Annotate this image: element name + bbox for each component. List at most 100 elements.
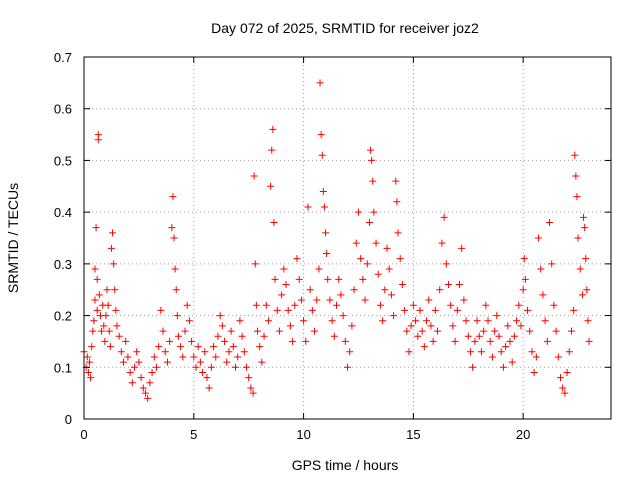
data-point	[87, 374, 95, 382]
data-point	[256, 343, 264, 351]
data-point	[473, 317, 481, 325]
data-point	[583, 286, 591, 294]
data-point	[122, 337, 130, 345]
data-point	[111, 286, 119, 294]
data-point	[150, 353, 158, 361]
data-point	[451, 337, 459, 345]
y-tick-label: 0.5	[54, 153, 72, 168]
data-point	[107, 244, 115, 252]
data-point	[207, 363, 215, 371]
data-point	[188, 337, 196, 345]
data-point	[196, 358, 204, 366]
data-point	[319, 187, 327, 195]
data-point	[466, 348, 474, 356]
data-point	[493, 312, 501, 320]
data-point	[372, 239, 380, 247]
data-point	[548, 260, 556, 268]
data-point	[148, 368, 156, 376]
data-point	[535, 234, 543, 242]
data-point	[120, 358, 128, 366]
data-point	[396, 255, 404, 263]
data-point	[115, 332, 123, 340]
data-point	[223, 358, 231, 366]
data-point	[161, 348, 169, 356]
data-point	[530, 368, 538, 376]
data-point	[104, 301, 112, 309]
data-point	[565, 348, 573, 356]
data-point	[584, 317, 592, 325]
data-point	[409, 301, 417, 309]
data-point	[173, 312, 181, 320]
data-point	[369, 177, 377, 185]
data-point	[311, 327, 319, 335]
data-point	[229, 343, 237, 351]
data-point	[381, 286, 389, 294]
data-point	[300, 317, 308, 325]
data-point	[552, 327, 560, 335]
data-point	[94, 136, 102, 144]
data-point	[201, 348, 209, 356]
data-point	[101, 337, 109, 345]
data-point	[449, 322, 457, 330]
data-point	[326, 296, 334, 304]
data-point	[131, 363, 139, 371]
data-point	[271, 275, 279, 283]
data-point	[464, 332, 472, 340]
y-tick-label: 0	[65, 412, 72, 427]
data-point	[442, 260, 450, 268]
x-tick-label: 10	[296, 427, 310, 442]
data-point	[174, 332, 182, 340]
data-point	[352, 239, 360, 247]
data-point	[102, 312, 110, 320]
data-point	[262, 301, 270, 309]
y-tick-label: 0.2	[54, 309, 72, 324]
data-point	[539, 291, 547, 299]
data-point	[580, 213, 588, 221]
data-point	[385, 265, 393, 273]
data-point	[554, 353, 562, 361]
data-point	[177, 343, 185, 351]
data-point	[393, 198, 401, 206]
data-point	[185, 317, 193, 325]
data-point	[556, 374, 564, 382]
data-point	[570, 306, 578, 314]
data-point	[212, 353, 220, 361]
data-point	[563, 368, 571, 376]
data-point	[475, 332, 483, 340]
data-point	[414, 332, 422, 340]
data-point	[455, 281, 463, 289]
data-point	[295, 275, 303, 283]
data-point	[234, 353, 242, 361]
data-point	[333, 301, 341, 309]
data-point	[407, 322, 415, 330]
data-point	[359, 275, 367, 283]
data-point	[383, 244, 391, 252]
data-point	[519, 286, 527, 294]
data-point	[497, 348, 505, 356]
data-point	[190, 353, 198, 361]
data-point	[83, 353, 91, 361]
data-point	[354, 208, 362, 216]
data-point	[541, 317, 549, 325]
data-point	[268, 146, 276, 154]
data-point	[537, 265, 545, 273]
data-point	[423, 317, 431, 325]
data-point	[412, 317, 420, 325]
data-point	[238, 332, 246, 340]
data-point	[128, 379, 136, 387]
data-point	[302, 337, 310, 345]
data-point	[103, 286, 111, 294]
data-point	[280, 265, 288, 273]
data-point	[105, 327, 113, 335]
data-point	[506, 337, 514, 345]
data-point	[513, 317, 521, 325]
data-point	[146, 379, 154, 387]
data-point	[567, 327, 575, 335]
data-point	[291, 301, 299, 309]
data-point	[429, 337, 437, 345]
data-point	[350, 286, 358, 294]
data-point	[324, 275, 332, 283]
data-point	[585, 337, 593, 345]
data-point	[275, 327, 283, 335]
